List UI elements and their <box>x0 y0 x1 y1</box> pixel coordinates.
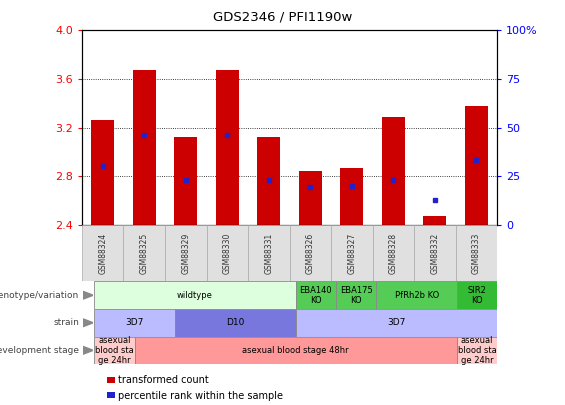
Bar <box>165 225 207 281</box>
Bar <box>94 337 134 364</box>
Bar <box>123 225 165 281</box>
Text: development stage: development stage <box>0 346 79 355</box>
Text: GSM88326: GSM88326 <box>306 232 315 274</box>
Text: EBA140
KO: EBA140 KO <box>299 286 332 305</box>
Bar <box>382 117 405 225</box>
Bar <box>94 309 175 337</box>
Text: GSM88324: GSM88324 <box>98 232 107 274</box>
Text: strain: strain <box>53 318 79 327</box>
Bar <box>457 337 497 364</box>
Text: GSM88325: GSM88325 <box>140 232 149 274</box>
Text: PfRh2b KO: PfRh2b KO <box>394 291 439 300</box>
Text: GSM88332: GSM88332 <box>431 232 440 274</box>
Bar <box>207 225 248 281</box>
Text: GSM88329: GSM88329 <box>181 232 190 274</box>
Text: GDS2346 / PFI1190w: GDS2346 / PFI1190w <box>213 10 352 23</box>
Text: GSM88330: GSM88330 <box>223 232 232 274</box>
Bar <box>248 225 289 281</box>
Text: transformed count: transformed count <box>118 375 209 385</box>
Text: GSM88328: GSM88328 <box>389 232 398 274</box>
Bar <box>107 377 115 383</box>
Bar <box>92 120 114 225</box>
Bar <box>107 392 115 398</box>
Bar <box>376 281 457 309</box>
Text: D10: D10 <box>226 318 245 327</box>
Bar <box>258 137 280 225</box>
Bar <box>295 281 336 309</box>
Bar <box>331 225 373 281</box>
Text: asexual
blood sta
ge 24hr: asexual blood sta ge 24hr <box>95 336 134 364</box>
Bar <box>341 168 363 225</box>
Bar <box>134 337 457 364</box>
Bar <box>465 106 488 225</box>
Bar <box>373 225 414 281</box>
Text: GSM88331: GSM88331 <box>264 232 273 274</box>
Text: asexual
blood sta
ge 24hr: asexual blood sta ge 24hr <box>458 336 497 364</box>
Text: genotype/variation: genotype/variation <box>0 291 79 300</box>
Bar <box>336 281 376 309</box>
Bar <box>94 281 295 309</box>
Bar <box>295 309 497 337</box>
Bar <box>289 225 331 281</box>
Bar <box>133 70 155 225</box>
Text: percentile rank within the sample: percentile rank within the sample <box>118 391 283 401</box>
Bar <box>175 137 197 225</box>
Polygon shape <box>83 319 93 327</box>
Bar <box>175 309 296 337</box>
Bar <box>414 225 455 281</box>
Text: GSM88333: GSM88333 <box>472 232 481 274</box>
Bar <box>299 171 321 225</box>
Text: asexual blood stage 48hr: asexual blood stage 48hr <box>242 346 349 355</box>
Bar <box>456 225 497 281</box>
Bar <box>424 216 446 225</box>
Bar <box>457 281 497 309</box>
Text: GSM88327: GSM88327 <box>347 232 357 274</box>
Polygon shape <box>83 291 93 299</box>
Bar <box>216 70 238 225</box>
Text: wildtype: wildtype <box>177 291 213 300</box>
Text: 3D7: 3D7 <box>125 318 144 327</box>
Bar <box>82 225 123 281</box>
Text: SIR2
KO: SIR2 KO <box>468 286 486 305</box>
Text: EBA175
KO: EBA175 KO <box>340 286 372 305</box>
Polygon shape <box>83 346 93 354</box>
Text: 3D7: 3D7 <box>387 318 406 327</box>
